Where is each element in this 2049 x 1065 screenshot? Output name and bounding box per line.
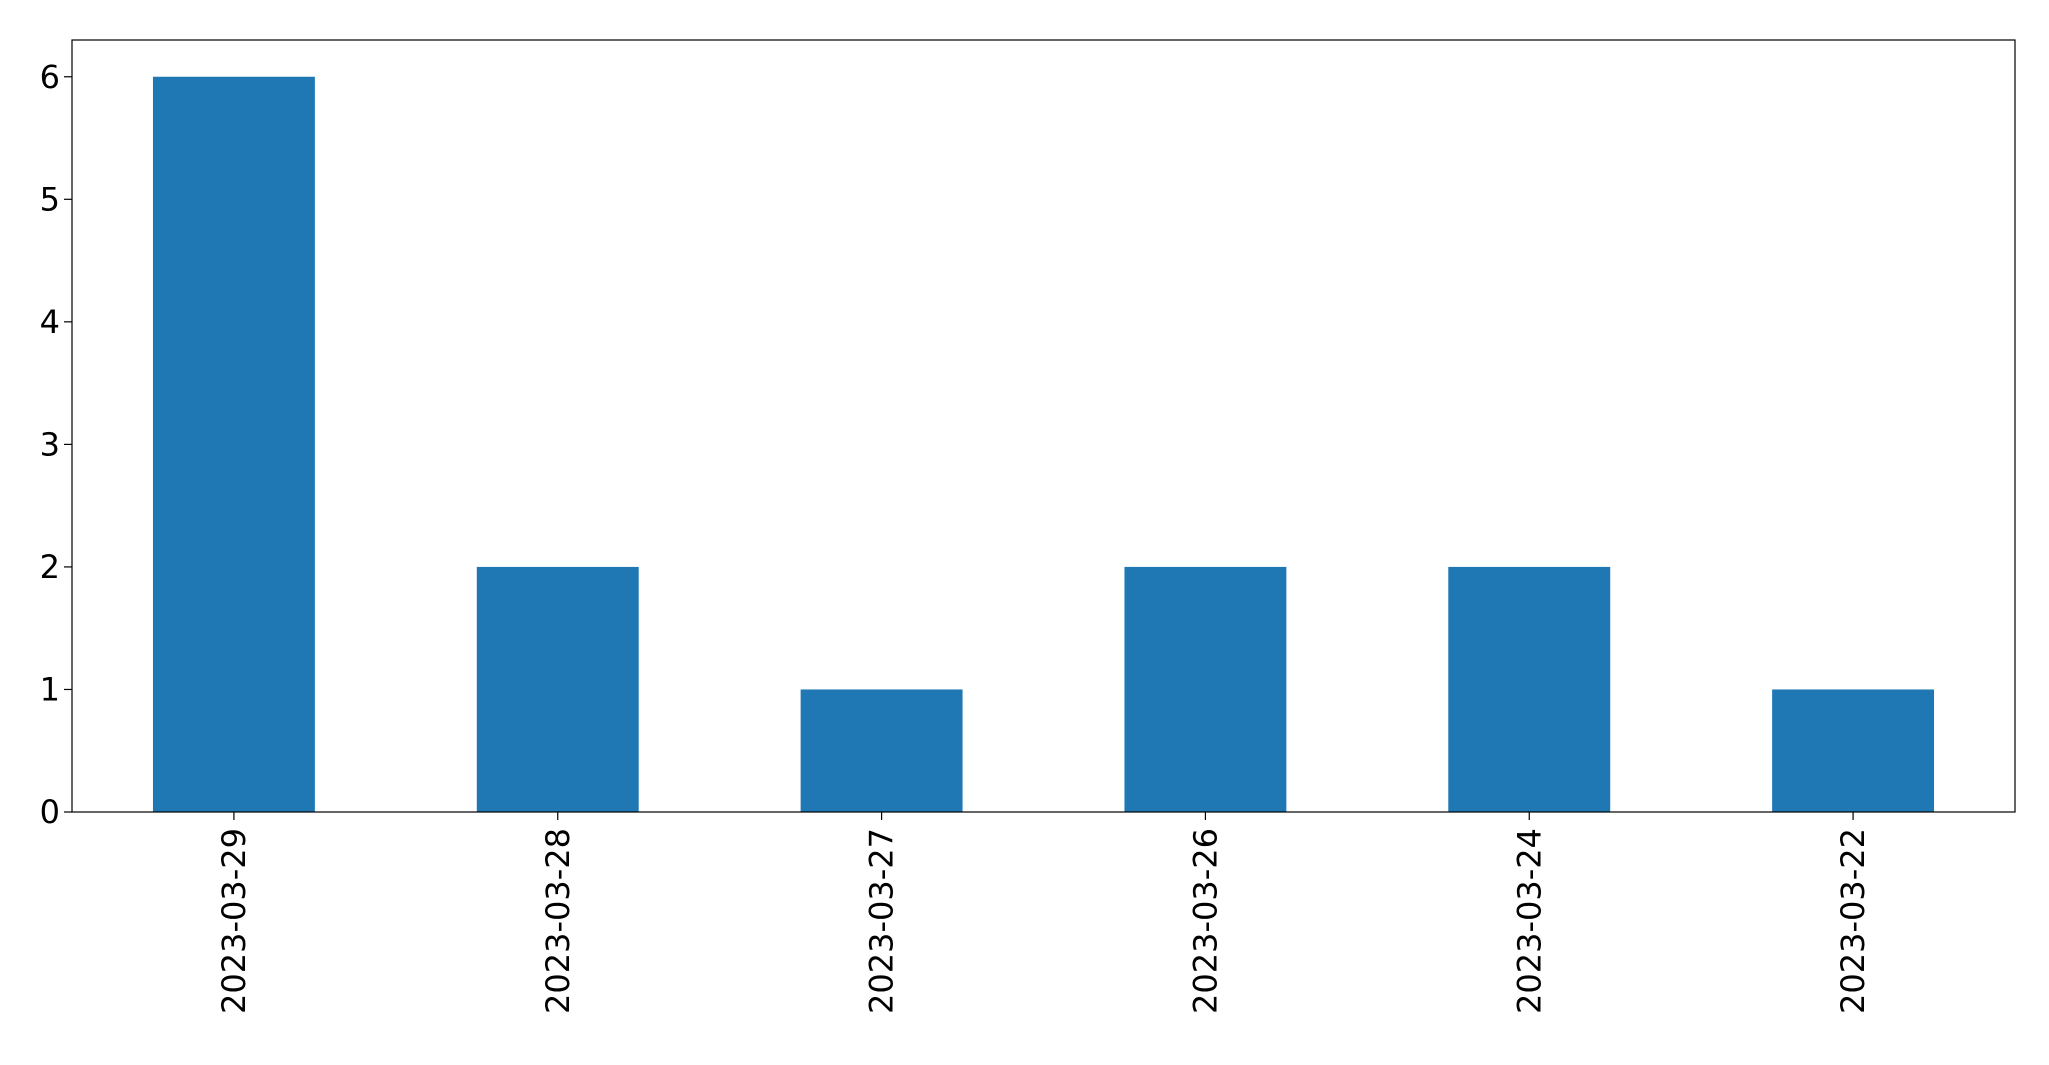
bar xyxy=(800,689,963,812)
bar xyxy=(1124,566,1287,812)
y-tick-label: 1 xyxy=(40,670,60,708)
bar xyxy=(1772,689,1935,812)
x-tick-label: 2023-03-28 xyxy=(539,828,577,1014)
y-tick-label: 2 xyxy=(40,548,60,586)
x-tick-label: 2023-03-27 xyxy=(863,828,901,1014)
y-axis: 0 1 2 3 4 5 6 xyxy=(40,58,72,831)
x-tick-label: 2023-03-24 xyxy=(1510,828,1548,1014)
bars xyxy=(152,76,1935,812)
x-tick-label: 2023-03-22 xyxy=(1834,828,1872,1014)
bar xyxy=(152,76,315,812)
y-tick-label: 0 xyxy=(40,793,60,831)
y-tick-label: 6 xyxy=(40,58,60,96)
y-tick-label: 5 xyxy=(40,180,60,218)
y-tick-label: 3 xyxy=(40,425,60,463)
x-axis: 2023-03-29 2023-03-28 2023-03-27 2023-03-26… xyxy=(215,812,1872,1014)
x-tick-label: 2023-03-26 xyxy=(1186,828,1224,1014)
y-tick-label: 4 xyxy=(40,303,60,341)
bar xyxy=(1448,566,1611,812)
bar xyxy=(476,566,639,812)
x-tick-label: 2023-03-29 xyxy=(215,828,253,1014)
plot-frame xyxy=(71,39,2016,813)
